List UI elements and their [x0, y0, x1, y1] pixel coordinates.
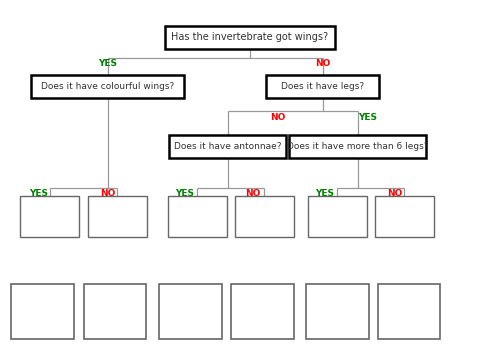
FancyBboxPatch shape: [165, 26, 335, 48]
Text: NO: NO: [245, 189, 260, 198]
Text: Does it have antonnae?: Does it have antonnae?: [174, 142, 281, 151]
Text: YES: YES: [176, 189, 195, 198]
FancyBboxPatch shape: [84, 284, 146, 339]
FancyBboxPatch shape: [235, 196, 294, 237]
Text: Does it have more than 6 legs?: Does it have more than 6 legs?: [287, 142, 428, 151]
FancyBboxPatch shape: [306, 284, 368, 339]
FancyBboxPatch shape: [88, 196, 146, 237]
FancyBboxPatch shape: [288, 135, 426, 158]
Text: YES: YES: [98, 59, 117, 68]
FancyBboxPatch shape: [308, 196, 366, 237]
FancyBboxPatch shape: [168, 196, 226, 237]
FancyBboxPatch shape: [31, 75, 184, 98]
FancyBboxPatch shape: [11, 284, 74, 339]
Text: NO: NO: [100, 189, 115, 198]
FancyBboxPatch shape: [375, 196, 434, 237]
FancyBboxPatch shape: [378, 284, 440, 339]
Text: NO: NO: [388, 189, 402, 198]
Text: Does it have colourful wings?: Does it have colourful wings?: [41, 82, 174, 91]
Text: NO: NO: [315, 59, 330, 68]
Text: NO: NO: [270, 113, 285, 122]
Text: Has the invertebrate got wings?: Has the invertebrate got wings?: [172, 32, 328, 42]
FancyBboxPatch shape: [159, 284, 222, 339]
Text: YES: YES: [316, 189, 334, 198]
FancyBboxPatch shape: [20, 196, 79, 237]
FancyBboxPatch shape: [231, 284, 294, 339]
Text: YES: YES: [358, 113, 377, 122]
Text: YES: YES: [30, 189, 48, 198]
Text: Does it have legs?: Does it have legs?: [281, 82, 364, 91]
FancyBboxPatch shape: [169, 135, 286, 158]
FancyBboxPatch shape: [266, 75, 379, 98]
